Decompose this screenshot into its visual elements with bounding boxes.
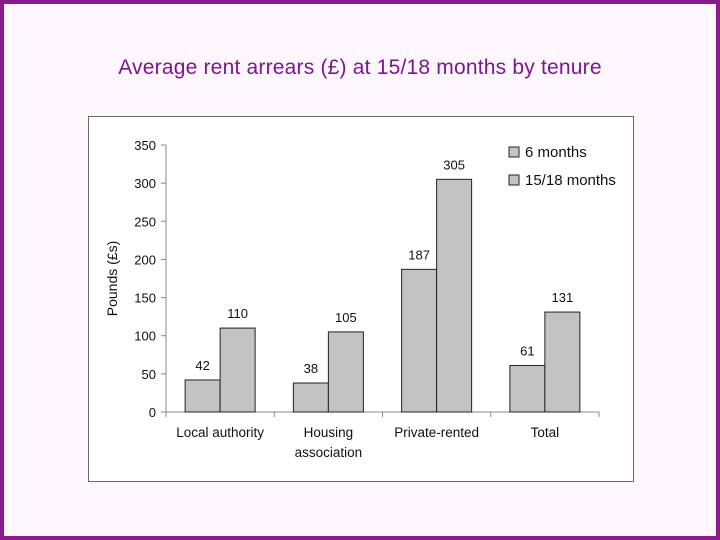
data-label: 42 bbox=[195, 358, 209, 373]
x-tick-label: Housing bbox=[304, 425, 354, 440]
y-tick-label: 250 bbox=[134, 214, 156, 229]
y-tick-label: 100 bbox=[134, 329, 156, 344]
x-tick-label: Total bbox=[531, 425, 560, 440]
bar-15-18-months bbox=[436, 178, 473, 413]
bar-15-18-months bbox=[327, 331, 364, 413]
data-label: 61 bbox=[520, 343, 534, 358]
legend-label: 6 months bbox=[525, 144, 587, 161]
chart-frame: 0 50 100 150 200 250 300 350 Pounds (£s) 42 110 Loc… bbox=[88, 116, 634, 482]
data-label: 110 bbox=[227, 306, 248, 321]
data-label: 187 bbox=[408, 247, 430, 262]
y-tick-label: 150 bbox=[134, 291, 156, 306]
bar-6-months bbox=[509, 364, 546, 413]
bar-chart: 0 50 100 150 200 250 300 350 Pounds (£s) 42 110 Loc… bbox=[104, 138, 616, 460]
bar-15-18-months bbox=[219, 327, 256, 413]
legend-swatch bbox=[508, 146, 520, 158]
y-axis-title: Pounds (£s) bbox=[104, 241, 120, 316]
data-label: 131 bbox=[552, 290, 574, 305]
data-label: 305 bbox=[443, 157, 465, 172]
legend-label: 15/18 months bbox=[525, 172, 616, 189]
y-tick-label: 300 bbox=[134, 176, 156, 191]
bar-6-months bbox=[184, 379, 221, 413]
legend-swatch bbox=[508, 174, 520, 186]
data-label: 38 bbox=[304, 361, 318, 376]
y-tick-label: 50 bbox=[142, 367, 156, 382]
x-tick-label: association bbox=[295, 445, 363, 460]
bar-6-months bbox=[401, 268, 438, 413]
slide-title: Average rent arrears (£) at 15/18 months… bbox=[118, 56, 602, 79]
x-tick-label: Private-rented bbox=[394, 425, 479, 440]
bar-6-months bbox=[292, 382, 329, 413]
x-tick-label: Local authority bbox=[176, 425, 264, 440]
y-tick-label: 0 bbox=[149, 405, 156, 420]
bar-15-18-months bbox=[544, 311, 581, 413]
y-tick-label: 200 bbox=[134, 252, 156, 267]
data-label: 105 bbox=[335, 310, 357, 325]
y-tick-label: 350 bbox=[134, 138, 156, 153]
